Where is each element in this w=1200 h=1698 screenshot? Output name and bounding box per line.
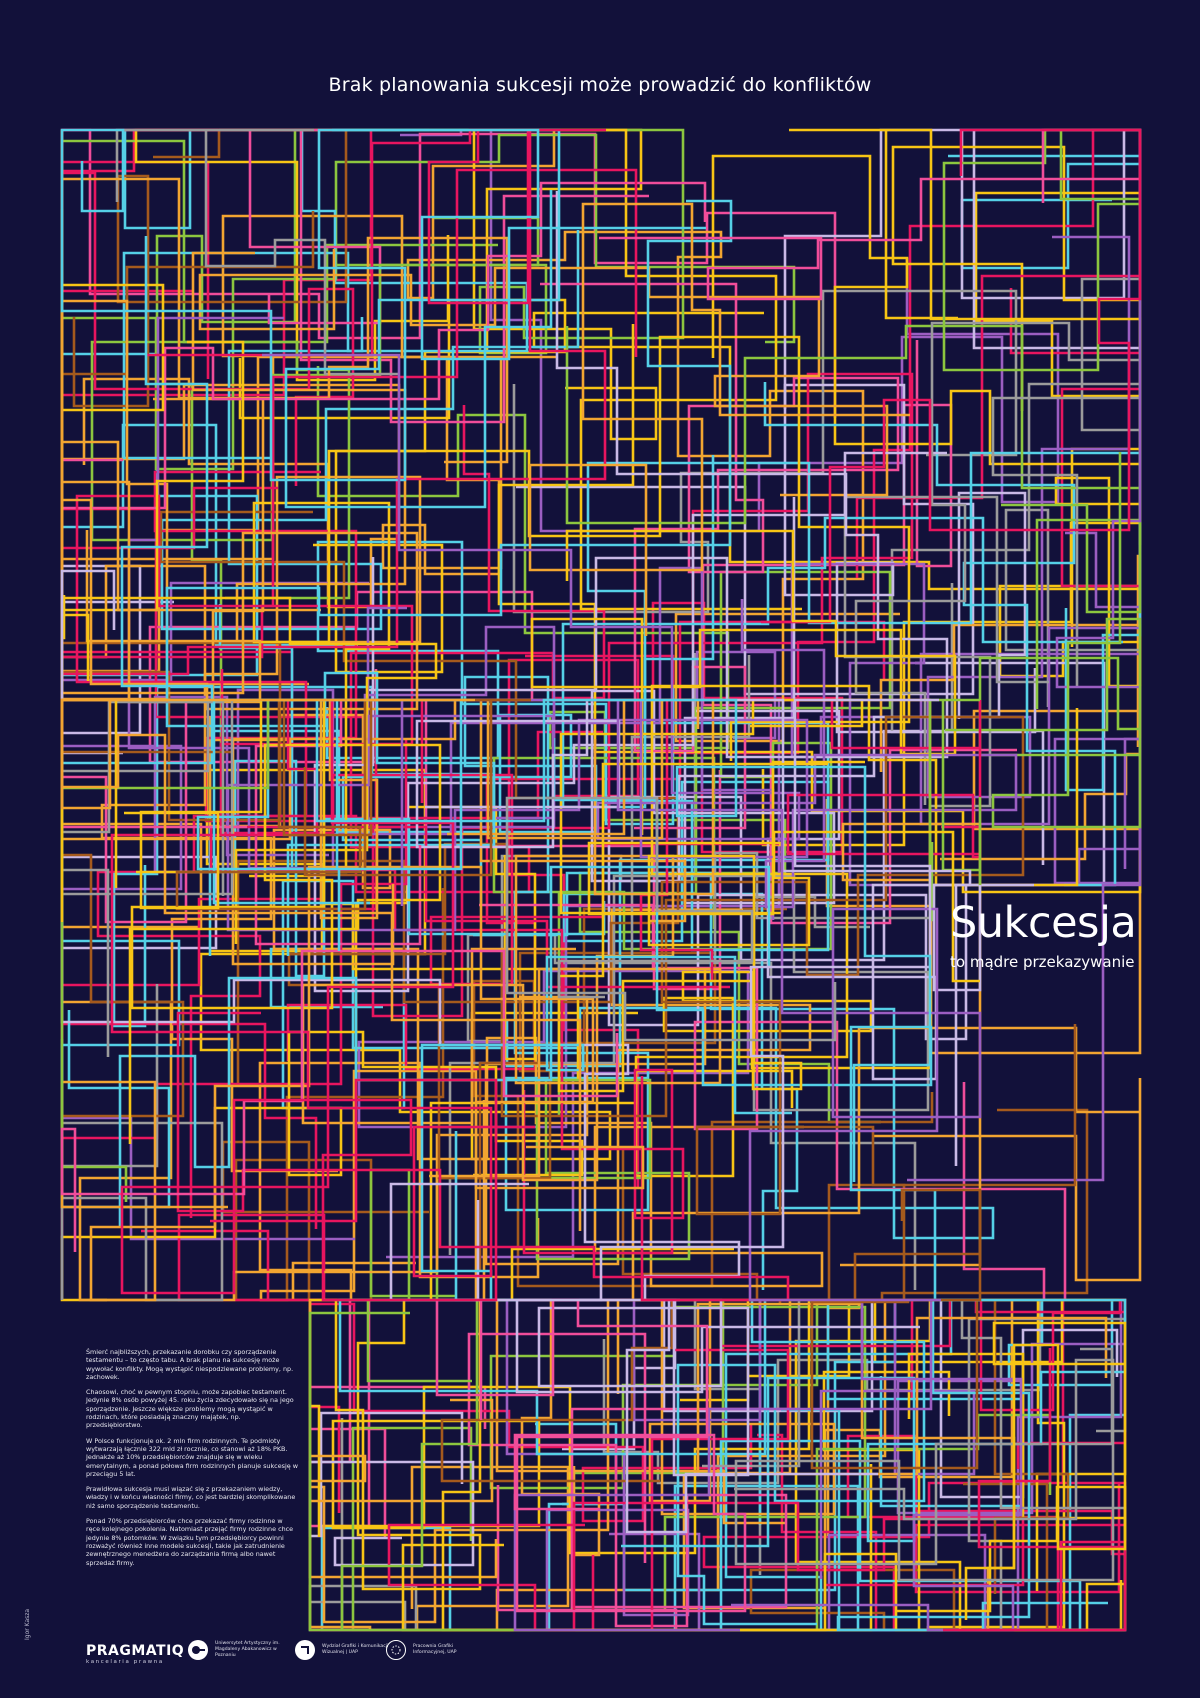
tangle-line bbox=[472, 907, 934, 1288]
tangle-line bbox=[262, 353, 1018, 909]
paragraph: Ponad 70% przedsiębiorców chce przekazać… bbox=[86, 1517, 294, 1567]
tangle-line bbox=[60, 564, 218, 950]
tangle-line bbox=[497, 324, 1142, 894]
studio-icon bbox=[386, 1640, 406, 1660]
hero-subtitle: to mądre przekazywanie bbox=[950, 953, 1135, 971]
tangle-line bbox=[269, 871, 995, 1240]
brand-name: PRAGMATIQ bbox=[86, 1643, 185, 1659]
tangle-line bbox=[761, 128, 1142, 624]
uap-logo: Uniwersytet Artystyczny im. Magdaleny Ab… bbox=[188, 1640, 285, 1660]
tangle-line bbox=[528, 202, 910, 636]
tangle-line bbox=[209, 825, 730, 1255]
tangle-line bbox=[479, 903, 1067, 1302]
tangle-line bbox=[136, 335, 911, 874]
body-text: Śmierć najbliższych, przekazanie dorobku… bbox=[86, 1348, 298, 1574]
tangle-line bbox=[400, 698, 982, 1302]
tangle-line bbox=[734, 1347, 1115, 1582]
tangle-line bbox=[60, 698, 582, 1231]
tangle-line bbox=[118, 865, 771, 1226]
tangle-line bbox=[919, 531, 1142, 885]
tangle-line bbox=[711, 128, 1142, 466]
tangle-line bbox=[495, 1298, 786, 1557]
paragraph: W Polsce funkcjonuje ok. 2 mln firm rodz… bbox=[86, 1436, 298, 1478]
pragmatiq-logo: PRAGMATIQ kancelaria prawna bbox=[86, 1644, 184, 1665]
tangle-line bbox=[115, 128, 400, 376]
tangle-line bbox=[701, 340, 1017, 925]
tangle-line bbox=[489, 1298, 867, 1612]
tangle-line bbox=[907, 145, 1142, 1182]
uap-icon bbox=[188, 1640, 208, 1660]
paragraph: Śmierć najbliższych, przekazanie dorobku… bbox=[86, 1348, 294, 1381]
studio-label: Pracownia Grafiki Informacyjnej, UAP bbox=[413, 1644, 457, 1655]
tangle-line bbox=[561, 455, 1123, 809]
tangle-line bbox=[590, 491, 1027, 905]
tangle-line bbox=[387, 1501, 1025, 1632]
tangle-line bbox=[60, 133, 796, 471]
tangle-line bbox=[100, 251, 422, 1173]
tangle-line bbox=[586, 451, 1142, 952]
tangle-line bbox=[165, 199, 733, 956]
tangle-line bbox=[854, 321, 1142, 805]
studio-logo: Pracownia Grafiki Informacyjnej, UAP bbox=[386, 1640, 475, 1660]
tangle-line bbox=[783, 128, 1142, 409]
faculty-icon bbox=[295, 1640, 315, 1660]
brand-tagline: kancelaria prawna bbox=[86, 1659, 164, 1665]
tangle-line bbox=[515, 1298, 920, 1534]
tangle-line bbox=[945, 452, 1142, 829]
tangle-line bbox=[505, 796, 837, 1042]
tangle-line bbox=[369, 191, 949, 759]
tangle-line bbox=[338, 1298, 926, 1626]
poster-headline: Brak planowania sukcesji może prowadzić … bbox=[328, 74, 872, 96]
tangle-line bbox=[492, 570, 892, 1115]
tangle-line bbox=[472, 128, 658, 441]
faculty-label: Wydział Grafiki i Komunikacji Wizualnej … bbox=[322, 1644, 389, 1655]
footer-logos: PRAGMATIQ kancelaria prawna Uniwersytet … bbox=[0, 1630, 1200, 1670]
tangle-line bbox=[448, 874, 930, 1255]
tangle-line bbox=[96, 405, 606, 1218]
tangle-line bbox=[719, 1298, 1127, 1469]
tangle-line bbox=[60, 865, 645, 1302]
tangle-line bbox=[406, 128, 900, 743]
uap-label: Uniwersytet Artystyczny im. Magdaleny Ab… bbox=[215, 1641, 280, 1658]
hero-title: Sukcesja bbox=[950, 898, 1137, 948]
tangle-line bbox=[557, 762, 980, 1093]
tangle-line bbox=[60, 740, 408, 1229]
tangle-line bbox=[160, 230, 580, 631]
tangle-line bbox=[500, 715, 1077, 1216]
tangle-line bbox=[60, 397, 589, 1302]
tangle-line bbox=[943, 1348, 1127, 1632]
hero-block: Sukcesja to mądre przekazywanie bbox=[950, 898, 1150, 972]
paragraph: Chaosowi, choć w pewnym stopniu, może za… bbox=[86, 1388, 294, 1430]
tangle-line bbox=[351, 1413, 1052, 1632]
tangle-line bbox=[435, 1298, 747, 1613]
tangle-line bbox=[60, 128, 706, 482]
tangle-line bbox=[308, 1411, 475, 1567]
tangle-line bbox=[964, 1321, 1127, 1620]
faculty-logo: Wydział Grafiki i Komunikacji Wizualnej … bbox=[295, 1640, 397, 1660]
tangle-line bbox=[308, 1298, 548, 1632]
tangle-line bbox=[62, 128, 607, 676]
tangle-line bbox=[516, 383, 1037, 734]
tangle-line bbox=[680, 1188, 982, 1302]
paragraph: Prawidłowa sukcesja musi wiązać się z pr… bbox=[86, 1485, 296, 1510]
tangle-line bbox=[62, 128, 837, 418]
tangle-line bbox=[593, 698, 982, 1267]
tangle-line bbox=[208, 713, 824, 1288]
tangle-line bbox=[467, 1332, 796, 1628]
tangle-line bbox=[60, 698, 498, 1302]
